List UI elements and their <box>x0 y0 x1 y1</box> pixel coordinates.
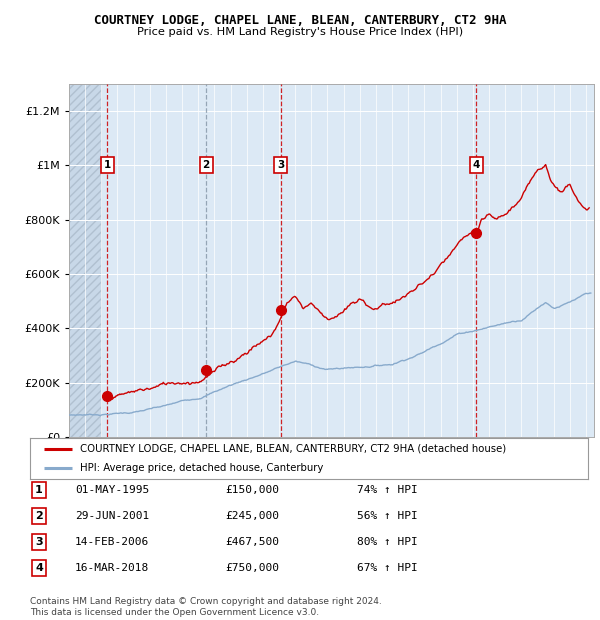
Text: Price paid vs. HM Land Registry's House Price Index (HPI): Price paid vs. HM Land Registry's House … <box>137 27 463 37</box>
Text: 1: 1 <box>35 485 43 495</box>
Text: £467,500: £467,500 <box>225 537 279 547</box>
Text: 29-JUN-2001: 29-JUN-2001 <box>75 511 149 521</box>
Text: £750,000: £750,000 <box>225 563 279 573</box>
Text: 56% ↑ HPI: 56% ↑ HPI <box>357 511 418 521</box>
Text: 16-MAR-2018: 16-MAR-2018 <box>75 563 149 573</box>
Text: 67% ↑ HPI: 67% ↑ HPI <box>357 563 418 573</box>
Text: 74% ↑ HPI: 74% ↑ HPI <box>357 485 418 495</box>
Text: 4: 4 <box>473 160 480 171</box>
Text: 1: 1 <box>104 160 111 171</box>
Bar <box>69 84 101 437</box>
Text: 14-FEB-2006: 14-FEB-2006 <box>75 537 149 547</box>
Text: 2: 2 <box>35 511 43 521</box>
Text: £245,000: £245,000 <box>225 511 279 521</box>
Text: 4: 4 <box>35 563 43 573</box>
Text: £150,000: £150,000 <box>225 485 279 495</box>
Text: Contains HM Land Registry data © Crown copyright and database right 2024.
This d: Contains HM Land Registry data © Crown c… <box>30 598 382 617</box>
Text: HPI: Average price, detached house, Canterbury: HPI: Average price, detached house, Cant… <box>80 463 323 472</box>
Text: 01-MAY-1995: 01-MAY-1995 <box>75 485 149 495</box>
Text: 2: 2 <box>203 160 210 171</box>
Text: COURTNEY LODGE, CHAPEL LANE, BLEAN, CANTERBURY, CT2 9HA: COURTNEY LODGE, CHAPEL LANE, BLEAN, CANT… <box>94 14 506 27</box>
Text: 3: 3 <box>35 537 43 547</box>
Text: COURTNEY LODGE, CHAPEL LANE, BLEAN, CANTERBURY, CT2 9HA (detached house): COURTNEY LODGE, CHAPEL LANE, BLEAN, CANT… <box>80 444 506 454</box>
Text: 80% ↑ HPI: 80% ↑ HPI <box>357 537 418 547</box>
Text: 3: 3 <box>277 160 284 171</box>
